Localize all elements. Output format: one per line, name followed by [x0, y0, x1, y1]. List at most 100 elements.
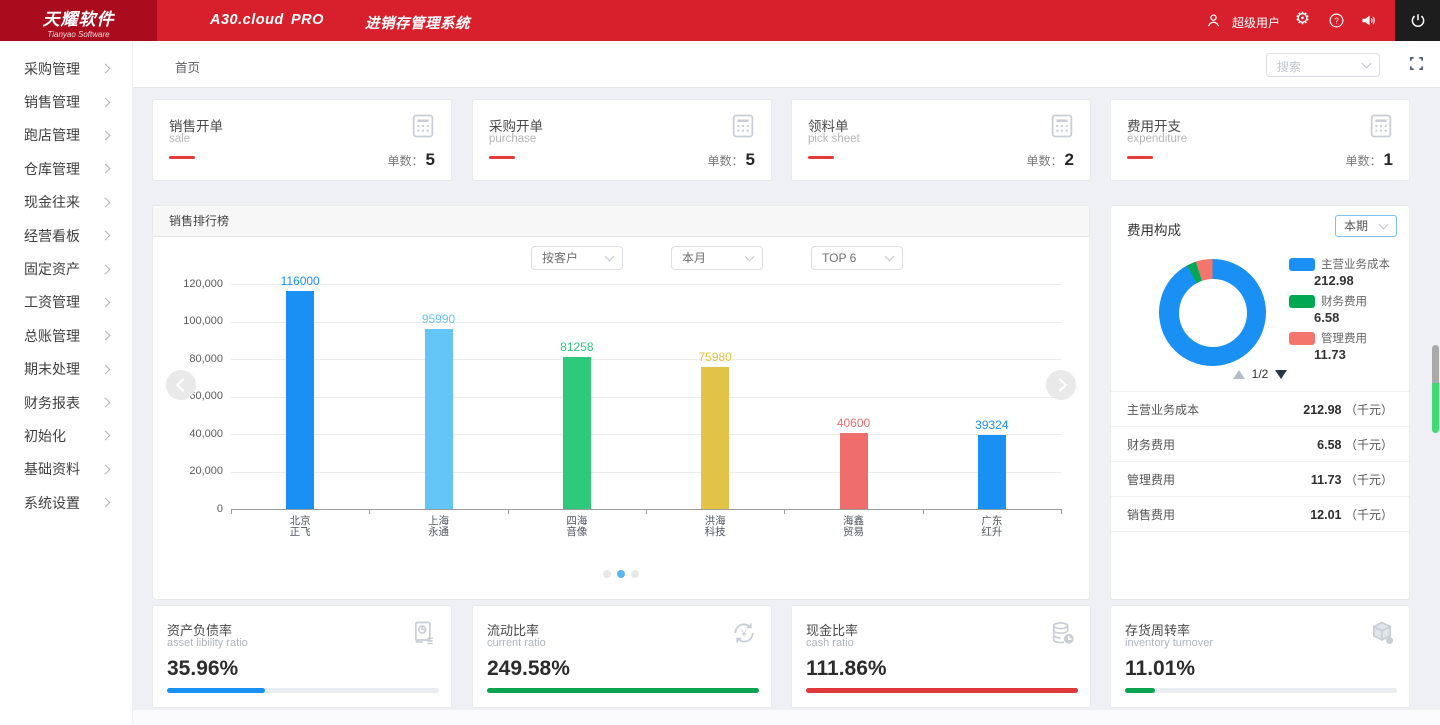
logout-power-button[interactable]	[1395, 0, 1440, 41]
announcement-speaker-icon[interactable]	[1360, 12, 1377, 29]
stat-card[interactable]: 销售开单 sale 单数： 5	[152, 99, 452, 181]
carousel-dot[interactable]	[603, 570, 611, 578]
sidebar-item[interactable]: 总账管理	[0, 319, 132, 352]
y-axis-tick-label: 40,000	[189, 427, 223, 440]
ratio-card-title: 现金比率	[806, 623, 859, 638]
carousel-dot[interactable]	[617, 570, 625, 578]
help-icon[interactable]: ?	[1328, 12, 1345, 29]
expense-row: 主营业务成本 212.98 （千元）	[1111, 391, 1409, 426]
stat-card-subtitle: purchase	[489, 133, 537, 145]
chevron-right-icon	[100, 230, 111, 241]
bar-value-label: 75980	[698, 350, 732, 364]
sidebar-item-label: 期末处理	[24, 361, 80, 378]
expense-row-label: 销售费用	[1127, 507, 1176, 522]
sidebar-item-label: 系统设置	[24, 494, 80, 511]
sidebar-item[interactable]: 仓库管理	[0, 152, 132, 185]
legend-label: 管理费用	[1321, 333, 1367, 345]
ratio-card: 现金比率 cash ratio 111.86%	[791, 605, 1091, 708]
page-scrollbar-thumb[interactable]	[1432, 345, 1439, 433]
chart-filter-value: TOP 6	[822, 251, 857, 265]
brand-title: 天耀软件	[42, 10, 115, 29]
report-icon	[410, 619, 438, 647]
sidebar-item[interactable]: 初始化	[0, 419, 132, 452]
stat-card-title: 采购开单	[489, 119, 543, 134]
calculator-icon	[1367, 112, 1395, 140]
ratio-card: 存货周转率 inventory turnover 11.01%	[1110, 605, 1410, 708]
sidebar-item[interactable]: 现金往来	[0, 186, 132, 219]
legend-label: 财务费用	[1321, 296, 1367, 308]
refresh-yen-icon: ¥	[730, 619, 758, 647]
user-icon[interactable]	[1205, 12, 1222, 29]
pager-down-icon[interactable]	[1275, 369, 1288, 379]
bar	[424, 329, 453, 509]
stat-card[interactable]: 费用开支 expenditure 单数： 1	[1110, 99, 1410, 181]
chart-filter-select[interactable]: 按客户	[531, 246, 623, 270]
ratio-card-title: 存货周转率	[1125, 623, 1191, 638]
stat-card-title: 销售开单	[169, 119, 223, 134]
sidebar-item[interactable]: 采购管理	[0, 52, 132, 85]
legend-item: 财务费用 6.58	[1289, 293, 1367, 325]
svg-text:¥: ¥	[740, 629, 747, 640]
current-username[interactable]: 超级用户	[1232, 16, 1281, 30]
sidebar-item[interactable]: 工资管理	[0, 286, 132, 319]
coins-icon	[1049, 619, 1077, 647]
sidebar-item[interactable]: 财务报表	[0, 386, 132, 419]
settings-gear-icon[interactable]: ⚙	[1294, 9, 1311, 28]
y-axis-tick-label: 60,000	[189, 390, 223, 402]
order-count: 单数： 1	[1345, 150, 1393, 169]
expense-composition-panel: 费用构成 本期 主营业务成本 212.98 财务费用 6.58 管理费用 11.…	[1110, 205, 1410, 600]
sidebar: 采购管理 销售管理 跑店管理 仓库管理 现金往来 经营看板 固定资产 工资管理 …	[0, 41, 133, 725]
ratio-progress-track	[487, 688, 759, 693]
sidebar-item[interactable]: 系统设置	[0, 486, 132, 519]
sidebar-item[interactable]: 基础资料	[0, 453, 132, 486]
legend-swatch	[1289, 257, 1315, 271]
x-axis-tickmark	[784, 509, 786, 514]
brand-logo: 天耀软件 Tianyao Software	[0, 0, 157, 41]
x-axis-tickmark	[646, 509, 647, 514]
x-axis-label: 海鑫 贸易	[843, 515, 864, 538]
fullscreen-icon[interactable]	[1409, 56, 1424, 71]
carousel-dot[interactable]	[631, 570, 639, 578]
bar	[286, 291, 315, 509]
sidebar-item[interactable]: 销售管理	[0, 85, 132, 118]
expense-row-label: 管理费用	[1127, 472, 1176, 487]
stat-card[interactable]: 采购开单 purchase 单数： 5	[472, 99, 772, 181]
sidebar-item-label: 现金往来	[24, 194, 80, 211]
x-axis-tickmark	[507, 509, 509, 514]
chart-filter-select[interactable]: 本月	[671, 246, 763, 270]
legend-item: 主营业务成本 212.98	[1289, 256, 1390, 288]
svg-text:?: ?	[1334, 16, 1339, 25]
carousel-next-button[interactable]	[1046, 370, 1076, 400]
sales-ranking-panel: 销售排行榜 按客户 本月 TOP 6 120,000 100,000 80,000 60,…	[152, 205, 1090, 600]
expense-row-value: 6.58 （千元）	[1317, 437, 1393, 452]
stat-card[interactable]: 领料单 pick sheet 单数： 2	[791, 99, 1091, 181]
calculator-icon	[729, 112, 757, 140]
ratio-card-value: 11.01%	[1125, 657, 1196, 680]
sidebar-item[interactable]: 经营看板	[0, 219, 132, 252]
chevron-down-icon	[1378, 219, 1389, 230]
ratio-card-value: 111.86%	[806, 657, 887, 680]
chevron-right-icon	[100, 63, 111, 74]
period-select[interactable]: 本期	[1335, 215, 1397, 237]
chevron-right-icon	[100, 163, 111, 174]
search-select[interactable]: 搜索	[1266, 53, 1380, 77]
expense-donut-chart	[1159, 259, 1266, 366]
sidebar-item[interactable]: 期末处理	[0, 353, 132, 386]
sales-panel-header: 销售排行榜	[153, 206, 1089, 237]
breadcrumb-home[interactable]: 首页	[175, 61, 201, 75]
gridline	[231, 284, 1061, 285]
pager-up-icon[interactable]	[1232, 369, 1245, 379]
ratio-card-subtitle: cash ratio	[806, 637, 854, 649]
scrollbar-thumb-gray	[1432, 345, 1439, 383]
sidebar-item[interactable]: 跑店管理	[0, 119, 132, 152]
gridline	[231, 321, 1061, 323]
chevron-right-icon	[100, 431, 111, 441]
x-axis-label: 广东 红升	[981, 515, 1003, 538]
chart-filter-select[interactable]: TOP 6	[811, 246, 903, 270]
bar-value-label: 81258	[560, 340, 594, 354]
sidebar-item[interactable]: 固定资产	[0, 252, 132, 285]
ratio-progress-fill	[487, 688, 759, 693]
cube-icon	[1368, 619, 1396, 647]
carousel-prev-button[interactable]	[166, 370, 196, 400]
